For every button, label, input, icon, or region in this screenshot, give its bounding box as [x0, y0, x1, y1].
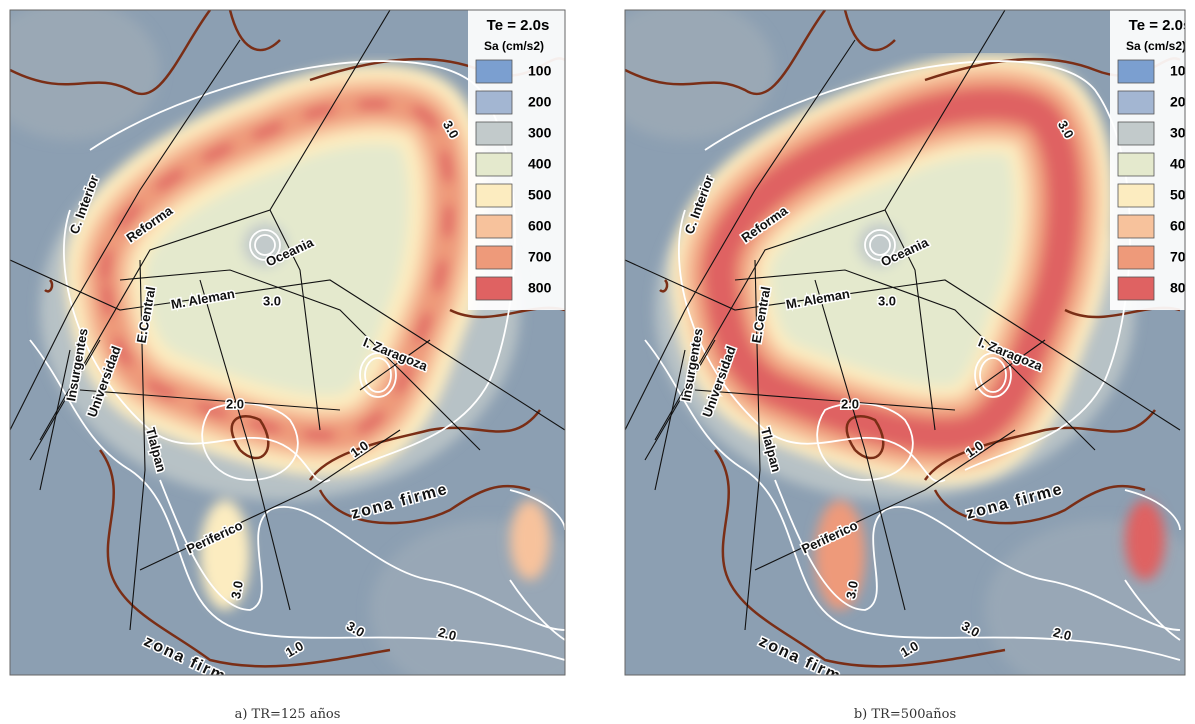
legend-swatch	[1118, 91, 1154, 114]
legend-value: 200	[528, 94, 552, 110]
terrain	[595, 0, 775, 140]
legend-value: 600	[528, 218, 552, 234]
legend-value: 700	[1170, 249, 1194, 265]
legend-swatch	[476, 91, 512, 114]
legend-swatch	[1118, 277, 1154, 300]
legend-swatch	[1118, 246, 1154, 269]
legend-subtitle: Sa (cm/s2)	[1126, 39, 1186, 53]
figure: 3.0C. InteriorReformaOceania3.0E.Central…	[0, 0, 1195, 724]
map-label: 3.0	[228, 580, 246, 600]
legend-value: 400	[528, 156, 552, 172]
legend-swatch	[476, 277, 512, 300]
legend-swatch	[1118, 184, 1154, 207]
legend-swatch	[476, 153, 512, 176]
legend-value: 100	[1170, 63, 1194, 79]
legend-swatch	[1118, 215, 1154, 238]
legend-swatch	[476, 60, 512, 83]
map-label: 3.0	[263, 293, 281, 308]
legend-value: 800	[528, 280, 552, 296]
field-zone	[510, 500, 550, 580]
legend-swatch	[476, 215, 512, 238]
legend-swatch	[476, 122, 512, 145]
terrain	[370, 520, 610, 700]
legend: Te = 2.0s Sa (cm/s2) 100 200 300 400 500 600 700…	[468, 10, 568, 310]
legend-value: 400	[1170, 156, 1194, 172]
caption: a) TR=125 años	[235, 707, 341, 722]
legend: Te = 2.0s Sa (cm/s2) 100 200 300 400 500 600 700…	[1110, 10, 1195, 310]
legend-swatch	[1118, 153, 1154, 176]
caption: b) TR=500años	[854, 707, 956, 722]
map-label: 3.0	[878, 293, 896, 308]
legend-value: 500	[528, 187, 552, 203]
map-label: 2.0	[841, 396, 859, 411]
legend-title: Te = 2.0s	[487, 17, 550, 34]
legend-value: 500	[1170, 187, 1194, 203]
legend-value: 600	[1170, 218, 1194, 234]
legend-value: 200	[1170, 94, 1194, 110]
field-zone	[1125, 500, 1165, 580]
legend-value: 100	[528, 63, 552, 79]
map-label: 3.0	[843, 580, 861, 600]
legend-swatch	[476, 184, 512, 207]
legend-value: 300	[1170, 125, 1194, 141]
legend-subtitle: Sa (cm/s2)	[484, 39, 544, 53]
map-label: 2.0	[226, 396, 244, 411]
legend-swatch	[476, 246, 512, 269]
legend-swatch	[1118, 60, 1154, 83]
legend-swatch	[1118, 122, 1154, 145]
legend-value: 700	[528, 249, 552, 265]
legend-title: Te = 2.0s	[1129, 17, 1192, 34]
legend-value: 800	[1170, 280, 1194, 296]
legend-value: 300	[528, 125, 552, 141]
